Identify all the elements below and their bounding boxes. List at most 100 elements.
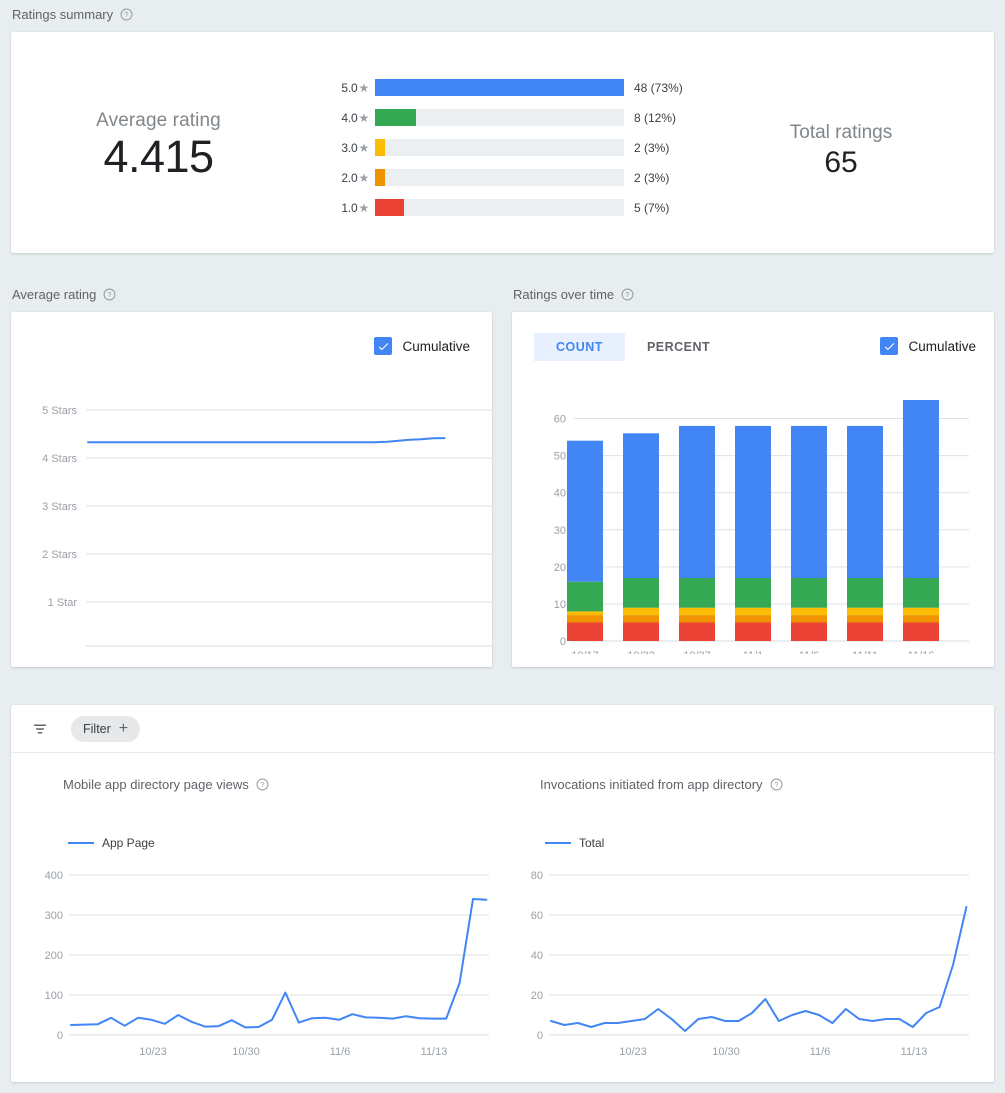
svg-text:?: ?: [774, 782, 778, 789]
bar-segment-4-stars[interactable]: [735, 578, 771, 608]
cumulative-toggle-ratings-over-time[interactable]: Cumulative: [880, 337, 976, 355]
rating-bar-track: [375, 139, 624, 156]
bar-segment-1-star[interactable]: [567, 622, 603, 642]
star-icon: ★: [358, 110, 369, 125]
rating-star-value: 2.0: [341, 170, 358, 185]
bar-segment-5-stars[interactable]: [679, 425, 715, 578]
check-icon[interactable]: [880, 337, 899, 355]
bar-segment-5-stars[interactable]: [623, 433, 659, 578]
y-tick-label: 2 Stars: [42, 549, 77, 561]
stacked-bar-group[interactable]: [903, 400, 939, 641]
bar-segment-4-stars[interactable]: [567, 581, 603, 612]
y-tick-label: 10: [554, 599, 566, 611]
bar-segment-5-stars[interactable]: [567, 440, 603, 582]
invocations-legend[interactable]: Total: [545, 836, 604, 850]
bar-segment-1-star[interactable]: [847, 622, 883, 642]
average-rating-card: Cumulative 5 Stars 4 Stars 3 Stars 2 Sta…: [11, 312, 492, 667]
y-tick-label: 1 Star: [48, 597, 78, 609]
bar-segment-3-stars[interactable]: [903, 607, 939, 616]
stacked-bar-group[interactable]: [847, 425, 883, 642]
help-circle-icon[interactable]: ?: [120, 8, 133, 21]
svg-text:?: ?: [125, 12, 129, 19]
bar-segment-2-stars[interactable]: [623, 615, 659, 623]
bar-segment-5-stars[interactable]: [735, 425, 771, 578]
stacked-bar-group[interactable]: [623, 433, 659, 641]
rating-star-value: 5.0: [341, 80, 358, 95]
y-tick-label: 20: [531, 990, 543, 1002]
add-filter-chip[interactable]: Filter +: [71, 715, 141, 742]
bar-segment-3-stars[interactable]: [791, 607, 827, 616]
bar-segment-4-stars[interactable]: [623, 578, 659, 608]
bar-segment-4-stars[interactable]: [791, 578, 827, 608]
rating-bar-fill: [375, 139, 385, 156]
bar-segment-1-star[interactable]: [679, 622, 715, 642]
bar-segment-3-stars[interactable]: [735, 607, 771, 616]
mobile-views-line-chart: 400 300 200 100 0 10/23 10/30 11/6 11/13: [45, 870, 489, 1058]
x-tick-label: 10/17: [571, 650, 599, 654]
bar-segment-4-stars[interactable]: [903, 578, 939, 608]
rating-count-label: 5 (7%): [634, 200, 670, 215]
bar-segment-5-stars[interactable]: [903, 400, 939, 578]
bar-segment-2-stars[interactable]: [847, 615, 883, 623]
invocations-title-text: Invocations initiated from app directory: [540, 777, 763, 792]
bar-segment-4-stars[interactable]: [847, 578, 883, 608]
bar-segment-3-stars[interactable]: [567, 611, 603, 616]
help-circle-icon[interactable]: ?: [103, 288, 116, 301]
stacked-bar-group[interactable]: [567, 440, 603, 642]
bar-segment-3-stars[interactable]: [679, 607, 715, 616]
x-tick-label: 10/22: [627, 650, 655, 654]
app-directory-metrics-card: Filter + Mobile app directory page views…: [11, 705, 994, 1082]
mobile-views-legend[interactable]: App Page: [68, 836, 155, 850]
help-circle-icon[interactable]: ?: [621, 288, 634, 301]
y-tick-label: 0: [537, 1030, 543, 1042]
tab-count[interactable]: COUNT: [534, 333, 625, 361]
app-page-series: [70, 898, 488, 1029]
bar-segment-3-stars[interactable]: [623, 607, 659, 616]
bar-segment-2-stars[interactable]: [567, 615, 603, 623]
average-rating-label: Average rating: [96, 110, 221, 131]
average-rating-panel-title-text: Average rating: [12, 287, 97, 302]
filter-list-icon[interactable]: [31, 720, 49, 738]
help-circle-icon[interactable]: ?: [770, 778, 783, 791]
ratings-summary-title: Ratings summary ?: [12, 7, 133, 22]
cumulative-toggle-average-rating[interactable]: Cumulative: [374, 337, 470, 355]
x-tick-label: 11/6: [799, 650, 820, 654]
y-tick-label: 60: [531, 910, 543, 922]
check-icon[interactable]: [374, 337, 393, 355]
svg-text:?: ?: [108, 292, 112, 299]
bar-segment-5-stars[interactable]: [791, 425, 827, 578]
ratings-over-time-panel-title: Ratings over time ?: [513, 287, 634, 302]
plus-icon: +: [118, 719, 129, 737]
bar-segment-1-star[interactable]: [623, 622, 659, 642]
bar-segment-1-star[interactable]: [903, 622, 939, 642]
mobile-views-title-text: Mobile app directory page views: [63, 777, 249, 792]
stacked-bar-group[interactable]: [679, 425, 715, 642]
total-ratings-value: 65: [824, 146, 858, 179]
rating-bar-track: [375, 199, 624, 216]
bar-segment-3-stars[interactable]: [847, 607, 883, 616]
rating-star-value: 1.0: [341, 200, 358, 215]
bar-segment-4-stars[interactable]: [679, 578, 715, 608]
ratings-over-time-panel-title-text: Ratings over time: [513, 287, 615, 302]
bar-segment-2-stars[interactable]: [735, 615, 771, 623]
average-rating-panel-title: Average rating ?: [12, 287, 116, 302]
x-tick-label: 10/30: [712, 1046, 740, 1058]
rating-distribution-row: 4.0★ 8 (12%): [336, 109, 716, 126]
stacked-bar-group[interactable]: [791, 425, 827, 642]
stacked-bar-group[interactable]: [735, 425, 771, 642]
tab-percent[interactable]: PERCENT: [646, 340, 711, 354]
ratings-over-time-card: COUNT PERCENT Cumulative 60 50 40 30 20 …: [512, 312, 994, 667]
bar-segment-5-stars[interactable]: [847, 425, 883, 578]
bar-segment-1-star[interactable]: [735, 622, 771, 642]
y-tick-label: 200: [45, 950, 63, 962]
help-circle-icon[interactable]: ?: [256, 778, 269, 791]
y-tick-label: 0: [57, 1030, 63, 1042]
bar-segment-1-star[interactable]: [791, 622, 827, 642]
bar-segment-2-stars[interactable]: [791, 615, 827, 623]
y-tick-label: 5 Stars: [42, 405, 77, 417]
bar-segment-2-stars[interactable]: [903, 615, 939, 623]
bar-segment-2-stars[interactable]: [679, 615, 715, 623]
y-tick-label: 30: [554, 525, 566, 537]
rating-bar-track: [375, 109, 624, 126]
rating-count-label: 8 (12%): [634, 110, 677, 125]
